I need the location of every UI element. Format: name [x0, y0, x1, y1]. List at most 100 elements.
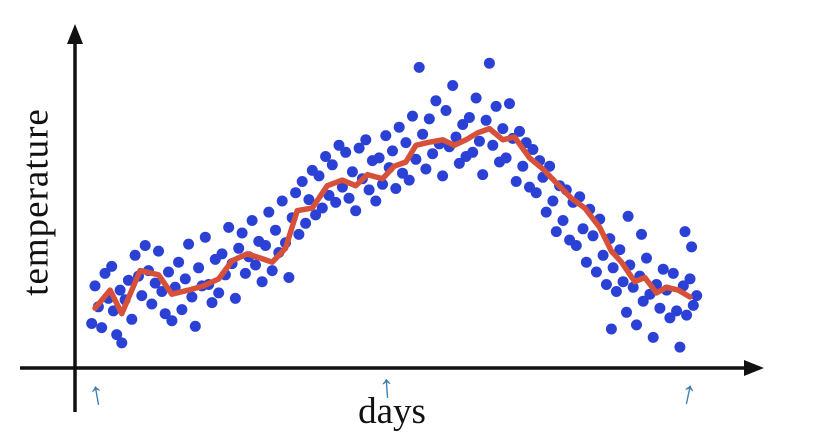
scatter-series — [86, 57, 703, 353]
scatter-point — [410, 153, 422, 165]
scatter-point — [129, 249, 141, 261]
y-axis-arrowhead-icon — [67, 24, 83, 44]
scatter-point — [440, 105, 452, 116]
scatter-point — [233, 242, 245, 254]
scatter-point — [293, 228, 305, 240]
scatter-point — [580, 256, 592, 268]
scatter-point — [691, 290, 703, 302]
scatter-point — [447, 80, 459, 91]
scatter-point — [186, 291, 198, 303]
scatter-point — [343, 192, 355, 204]
scatter-point — [99, 267, 111, 279]
scatter-point — [450, 131, 462, 143]
scatter-point — [114, 284, 126, 296]
scatter-point — [686, 241, 698, 253]
scatter-point — [330, 196, 342, 208]
scatter-point — [310, 209, 322, 221]
scatter-point — [216, 248, 228, 260]
scatter-point — [270, 224, 281, 236]
scatter-point — [106, 260, 118, 272]
scatter-point — [420, 163, 432, 175]
scatter-point — [163, 266, 174, 278]
scatter-point — [614, 244, 626, 256]
scatter-point — [473, 135, 485, 147]
x-axis-arrowhead-icon — [744, 360, 764, 376]
scatter-point — [636, 228, 647, 240]
scatter-point — [403, 174, 415, 186]
scatter-point — [111, 329, 123, 341]
scatter-point — [497, 123, 509, 135]
scatter-point — [550, 226, 562, 238]
scatter-point — [544, 160, 556, 172]
scatter-point — [540, 206, 552, 218]
scatter-point — [266, 265, 278, 277]
scatter-point — [393, 121, 405, 133]
scatter-point — [664, 312, 676, 324]
scatter-point — [370, 195, 382, 207]
scatter-point — [166, 315, 178, 327]
scatter-point — [390, 183, 402, 194]
scatter-point — [183, 238, 195, 250]
scatter-point — [527, 144, 539, 155]
scatter-point — [617, 276, 629, 288]
scatter-point — [336, 181, 348, 193]
scatter-point — [340, 146, 352, 158]
scatter-point — [674, 341, 686, 353]
scatter-point — [189, 320, 201, 332]
scatter-point — [313, 170, 325, 182]
scatter-point — [387, 145, 398, 157]
scatter-point — [600, 279, 612, 290]
scatter-point — [316, 202, 328, 214]
scatter-point — [333, 139, 345, 151]
scatter-point — [353, 142, 365, 154]
scatter-point — [427, 148, 439, 160]
scatter-point — [363, 184, 375, 196]
scatter-point — [463, 112, 475, 123]
scatter-point — [156, 286, 168, 297]
scatter-point — [510, 176, 522, 187]
scatter-point — [467, 146, 479, 158]
scatter-point — [587, 230, 599, 242]
scatter-point — [86, 318, 98, 329]
y-axis-label: temperature — [15, 108, 57, 296]
scatter-point — [176, 304, 188, 316]
scatter-point — [96, 322, 108, 334]
scatter-point — [430, 95, 442, 107]
scatter-point — [179, 273, 191, 285]
scatter-point — [213, 287, 225, 299]
scatter-point — [290, 187, 302, 199]
scatter-point — [679, 226, 691, 238]
scatter-point — [346, 166, 358, 178]
scatter-point — [504, 98, 515, 110]
scatter-point — [437, 170, 449, 182]
scatter-point — [256, 276, 268, 288]
day-marker-arrow-icon: ↑ — [85, 374, 107, 412]
scatter-point — [557, 215, 569, 226]
scatter-point — [423, 113, 435, 125]
scatter-point — [300, 217, 312, 229]
scatter-point — [483, 57, 495, 69]
scatter-point — [684, 273, 696, 285]
trend-line — [92, 125, 693, 317]
scatter-point — [126, 313, 138, 325]
scatter-point — [250, 259, 261, 271]
scatter-point — [236, 227, 248, 239]
scatter-point — [116, 337, 128, 349]
scatter-point — [320, 151, 332, 162]
scatter-point — [323, 189, 335, 201]
scatter-point — [637, 295, 649, 307]
scatter-point — [500, 152, 512, 164]
scatter-point — [657, 263, 669, 275]
scatter-point — [122, 274, 134, 286]
scatter-point — [590, 266, 602, 278]
scatter-point — [173, 256, 185, 268]
scatter-point — [296, 176, 308, 187]
scatter-point — [490, 100, 502, 112]
scatter-point — [413, 61, 425, 73]
scatter-point — [622, 210, 634, 222]
day-marker-arrows: ↑ ↑ ↑ — [85, 368, 700, 413]
scatter-point — [206, 297, 218, 309]
scatter-point — [149, 277, 161, 289]
